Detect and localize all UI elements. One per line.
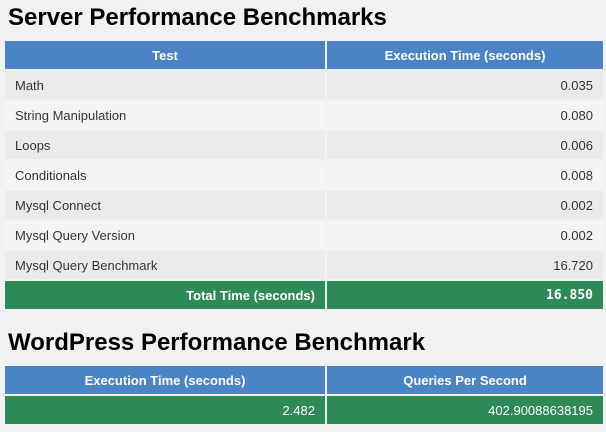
execution-time: 0.006	[327, 131, 603, 159]
table-row: Loops 0.006	[5, 131, 603, 159]
test-name: Loops	[5, 131, 325, 159]
test-name: Mysql Query Version	[5, 221, 325, 249]
wordpress-execution-time: 2.482	[5, 396, 325, 424]
table-row: Mysql Connect 0.002	[5, 191, 603, 219]
wordpress-queries-per-second: 402.90088638195	[327, 396, 603, 424]
table-header-row: Test Execution Time (seconds)	[5, 41, 603, 69]
column-header-execution-time: Execution Time (seconds)	[327, 41, 603, 69]
execution-time: 0.002	[327, 221, 603, 249]
execution-time: 0.080	[327, 101, 603, 129]
total-time-value: 16.850	[327, 281, 603, 309]
column-header-queries-per-second: Queries Per Second	[327, 366, 603, 394]
test-name: String Manipulation	[5, 101, 325, 129]
table-row: Mysql Query Version 0.002	[5, 221, 603, 249]
execution-time: 0.002	[327, 191, 603, 219]
table-row: Conditionals 0.008	[5, 161, 603, 189]
table-row: 2.482 402.90088638195	[5, 396, 603, 424]
test-name: Mysql Connect	[5, 191, 325, 219]
total-time-label: Total Time (seconds)	[5, 281, 325, 309]
table-header-row: Execution Time (seconds) Queries Per Sec…	[5, 366, 603, 394]
server-benchmarks-title: Server Performance Benchmarks	[8, 4, 387, 31]
execution-time: 0.035	[327, 71, 603, 99]
server-benchmarks-table: Test Execution Time (seconds) Math 0.035…	[3, 39, 605, 311]
column-header-execution-time: Execution Time (seconds)	[5, 366, 325, 394]
test-name: Conditionals	[5, 161, 325, 189]
test-name: Mysql Query Benchmark	[5, 251, 325, 279]
table-row: Math 0.035	[5, 71, 603, 99]
wordpress-benchmark-table: Execution Time (seconds) Queries Per Sec…	[3, 364, 605, 426]
wordpress-benchmark-title: WordPress Performance Benchmark	[8, 329, 426, 356]
execution-time: 16.720	[327, 251, 603, 279]
test-name: Math	[5, 71, 325, 99]
table-row: Mysql Query Benchmark 16.720	[5, 251, 603, 279]
table-row: String Manipulation 0.080	[5, 101, 603, 129]
total-row: Total Time (seconds) 16.850	[5, 281, 603, 309]
execution-time: 0.008	[327, 161, 603, 189]
column-header-test: Test	[5, 41, 325, 69]
